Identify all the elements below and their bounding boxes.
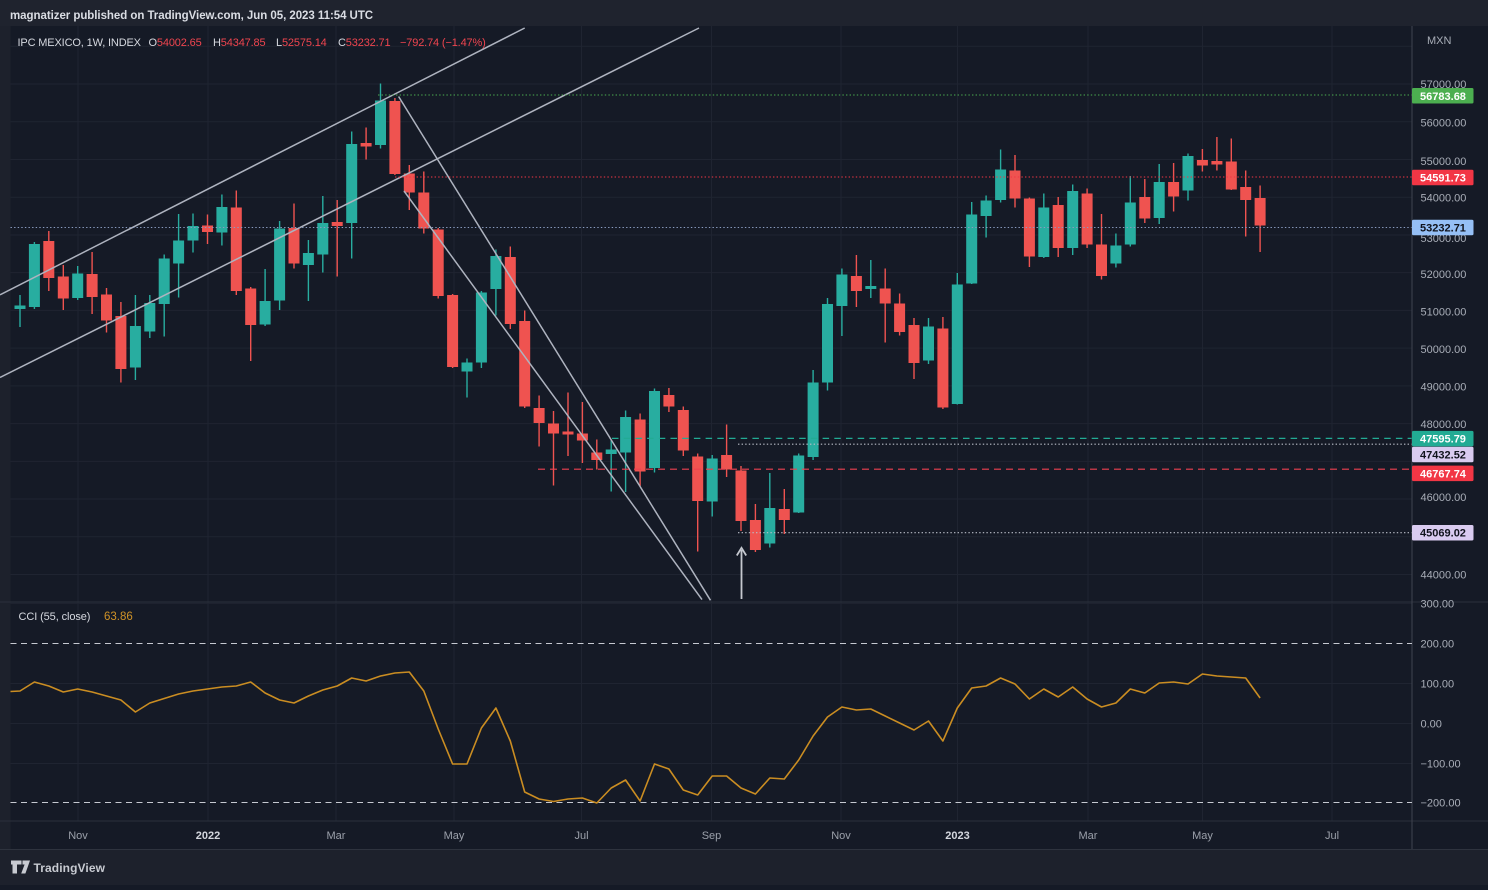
svg-text:52000.00: 52000.00 xyxy=(1421,269,1467,281)
svg-text:−200.00: −200.00 xyxy=(1421,798,1461,810)
svg-text:Jul: Jul xyxy=(574,830,588,842)
svg-text:56783.68: 56783.68 xyxy=(1420,91,1466,103)
svg-text:2022: 2022 xyxy=(196,830,220,842)
svg-text:54591.73: 54591.73 xyxy=(1420,173,1466,185)
svg-text:45069.02: 45069.02 xyxy=(1420,528,1466,540)
svg-text:44000.00: 44000.00 xyxy=(1421,570,1467,582)
svg-text:51000.00: 51000.00 xyxy=(1421,307,1467,319)
svg-text:47432.52: 47432.52 xyxy=(1420,450,1466,462)
svg-text:Nov: Nov xyxy=(831,830,851,842)
svg-text:MXN: MXN xyxy=(1427,35,1452,47)
svg-text:TradingView: TradingView xyxy=(34,861,106,875)
svg-text:53232.71: 53232.71 xyxy=(1420,223,1466,235)
svg-text:55000.00: 55000.00 xyxy=(1421,156,1467,168)
svg-text:49000.00: 49000.00 xyxy=(1421,382,1467,394)
svg-text:Mar: Mar xyxy=(327,830,346,842)
svg-text:53000.00: 53000.00 xyxy=(1421,233,1467,245)
svg-text:magnatizer published on Tradin: magnatizer published on TradingView.com,… xyxy=(10,10,373,22)
svg-text:300.00: 300.00 xyxy=(1421,598,1455,610)
svg-text:200.00: 200.00 xyxy=(1421,639,1455,651)
svg-text:100.00: 100.00 xyxy=(1421,679,1455,691)
svg-text:May: May xyxy=(1192,830,1213,842)
svg-text:63.86: 63.86 xyxy=(104,611,133,623)
svg-text:Nov: Nov xyxy=(68,830,88,842)
svg-text:46767.74: 46767.74 xyxy=(1420,468,1467,480)
svg-text:Jul: Jul xyxy=(1325,830,1339,842)
svg-text:56000.00: 56000.00 xyxy=(1421,118,1467,130)
svg-text:54000.00: 54000.00 xyxy=(1421,193,1467,205)
svg-text:CCI (55, close): CCI (55, close) xyxy=(19,611,91,623)
svg-text:IPC MEXICO, 1W, INDEX O54002.6: IPC MEXICO, 1W, INDEX O54002.65 H54347.8… xyxy=(18,37,486,49)
svg-text:47595.79: 47595.79 xyxy=(1420,434,1466,446)
svg-text:2023: 2023 xyxy=(945,830,969,842)
svg-text:Sep: Sep xyxy=(702,830,722,842)
svg-text:May: May xyxy=(444,830,465,842)
svg-text:48000.00: 48000.00 xyxy=(1421,419,1467,431)
svg-text:Mar: Mar xyxy=(1079,830,1098,842)
svg-text:50000.00: 50000.00 xyxy=(1421,344,1467,356)
svg-text:−100.00: −100.00 xyxy=(1421,759,1461,771)
svg-text:0.00: 0.00 xyxy=(1421,719,1442,731)
svg-text:46000.00: 46000.00 xyxy=(1421,492,1467,504)
